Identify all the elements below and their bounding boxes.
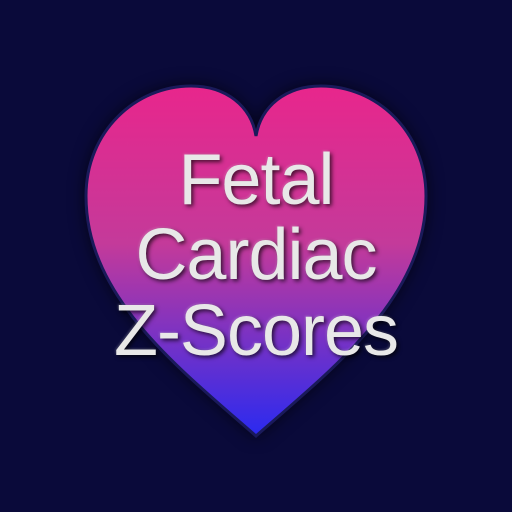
app-icon: Fetal Cardiac Z-Scores [56,56,456,456]
title-line-1: Fetal [114,143,398,219]
app-title: Fetal Cardiac Z-Scores [114,143,398,370]
title-line-3: Z-Scores [114,294,398,370]
title-line-2: Cardiac [114,218,398,294]
